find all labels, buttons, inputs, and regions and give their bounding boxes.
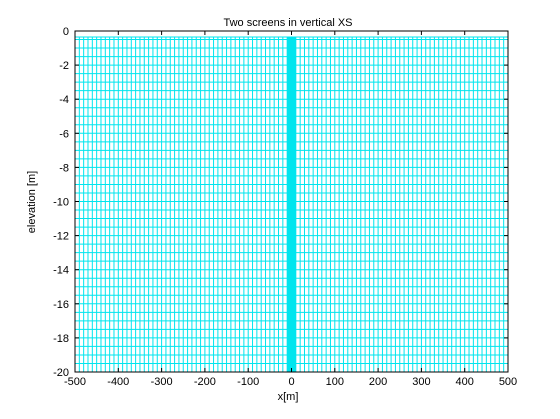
y-tick-label: 0 (63, 26, 69, 38)
x-tick-label: 100 (326, 376, 344, 388)
chart-title: Two screens in vertical XS (224, 17, 353, 29)
x-axis-label: x[m] (278, 391, 299, 403)
x-tick-label: -300 (151, 376, 173, 388)
x-tick-label: -200 (194, 376, 216, 388)
y-tick-label: -4 (59, 94, 69, 106)
x-tick-label: 200 (369, 376, 387, 388)
x-tick-label: 300 (412, 376, 430, 388)
y-tick-label: -18 (53, 333, 69, 345)
axis-ticks: -500 -400 -300 -200 -100 0 100 200 300 400 500 0 -2 -… (53, 26, 517, 388)
y-tick-label: -8 (59, 162, 69, 174)
y-tick-label: -6 (59, 128, 69, 140)
y-tick-label: -2 (59, 60, 69, 72)
y-tick-label: -20 (53, 367, 69, 379)
mesh-grid-lines (74, 36, 509, 373)
y-tick-label: -14 (53, 265, 69, 277)
x-tick-label: -500 (64, 376, 86, 388)
y-axis-label: elevation [m] (26, 171, 38, 233)
x-tick-label: 400 (456, 376, 474, 388)
y-tick-label: -10 (53, 197, 69, 209)
x-tick-label: 500 (499, 376, 517, 388)
x-tick-label: -400 (107, 376, 129, 388)
y-tick-label: -12 (53, 231, 69, 243)
y-tick-label: -16 (53, 299, 69, 311)
x-tick-label: -100 (237, 376, 259, 388)
x-tick-label: 0 (288, 376, 294, 388)
